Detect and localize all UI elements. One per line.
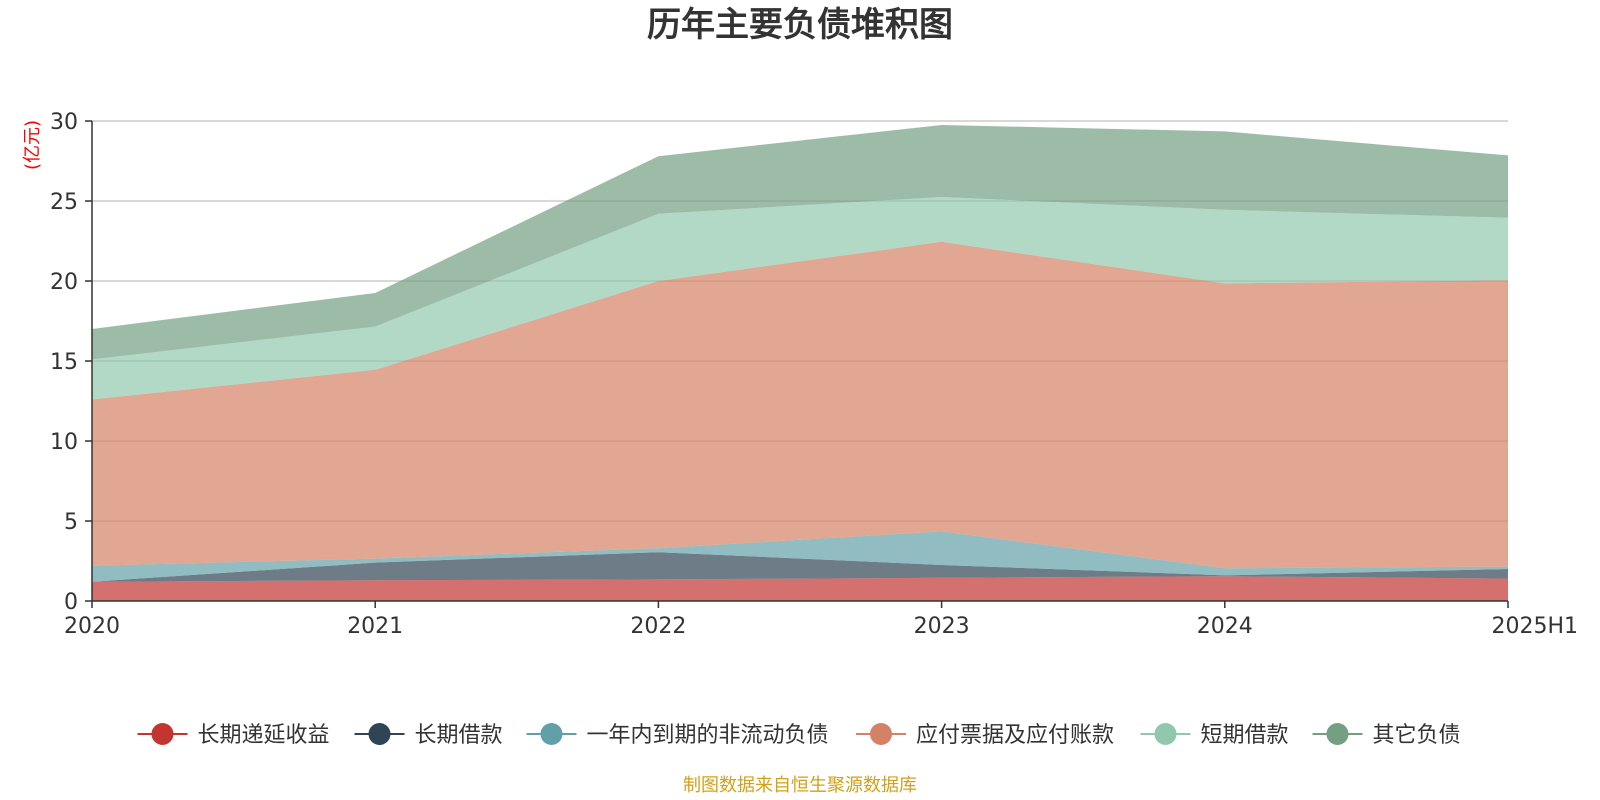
area-series-group bbox=[92, 125, 1508, 601]
legend-item-3[interactable]: 应付票据及应付账款 bbox=[856, 723, 1114, 748]
y-tick-label-15: 15 bbox=[50, 350, 78, 375]
y-tick-label-30: 30 bbox=[50, 110, 78, 135]
legend-marker-4 bbox=[1154, 723, 1177, 745]
x-tick-label-5: 2025H1 bbox=[1491, 614, 1578, 639]
area-series-2 bbox=[92, 531, 1508, 582]
area-series-1 bbox=[92, 552, 1508, 582]
area-series-5 bbox=[92, 125, 1508, 360]
y-tick-label-0: 0 bbox=[64, 590, 78, 615]
legend-marker-1 bbox=[368, 723, 391, 745]
legend-item-2[interactable]: 一年内到期的非流动负债 bbox=[526, 723, 829, 748]
x-tick-label-0: 2020 bbox=[64, 614, 120, 639]
legend: 长期递延收益 长期借款 一年内到期的非流动负债 应付票据及应付账款 短期借款 其它负债 bbox=[137, 723, 1461, 748]
legend-item-1[interactable]: 长期借款 bbox=[354, 723, 503, 748]
legend-label-3: 应付票据及应付账款 bbox=[916, 723, 1114, 748]
axes: 0 5 10 15 20 25 30 2020 2021 2022 2023 2024 2025H1 bbox=[50, 110, 1578, 639]
legend-item-5[interactable]: 其它负债 bbox=[1312, 723, 1461, 748]
area-series-0 bbox=[92, 576, 1508, 601]
x-tick-label-1: 2021 bbox=[347, 614, 403, 639]
legend-label-0: 长期递延收益 bbox=[198, 723, 330, 748]
y-tick-label-25: 25 bbox=[50, 190, 78, 215]
legend-label-4: 短期借款 bbox=[1201, 723, 1289, 748]
x-tick-label-3: 2023 bbox=[914, 614, 970, 639]
chart-title: 历年主要负债堆积图 bbox=[647, 5, 953, 45]
legend-marker-3 bbox=[870, 723, 892, 745]
legend-marker-2 bbox=[540, 723, 563, 745]
x-tick-label-2: 2022 bbox=[630, 614, 686, 639]
area-series-4 bbox=[92, 197, 1508, 400]
y-axis-unit-label: (亿元) bbox=[22, 120, 43, 170]
legend-label-2: 一年内到期的非流动负债 bbox=[587, 723, 829, 748]
y-tick-label-10: 10 bbox=[50, 430, 78, 455]
legend-label-1: 长期借款 bbox=[415, 723, 503, 748]
legend-marker-5 bbox=[1326, 723, 1349, 745]
legend-marker-0 bbox=[151, 723, 174, 745]
area-series-3 bbox=[92, 241, 1508, 569]
data-source-note: 制图数据来自恒生聚源数据库 bbox=[683, 775, 917, 796]
legend-label-5: 其它负债 bbox=[1373, 723, 1461, 748]
y-tick-label-5: 5 bbox=[64, 510, 78, 535]
legend-item-0[interactable]: 长期递延收益 bbox=[137, 723, 330, 748]
legend-item-4[interactable]: 短期借款 bbox=[1140, 723, 1289, 748]
y-tick-label-20: 20 bbox=[50, 270, 78, 295]
x-tick-label-4: 2024 bbox=[1197, 614, 1253, 639]
